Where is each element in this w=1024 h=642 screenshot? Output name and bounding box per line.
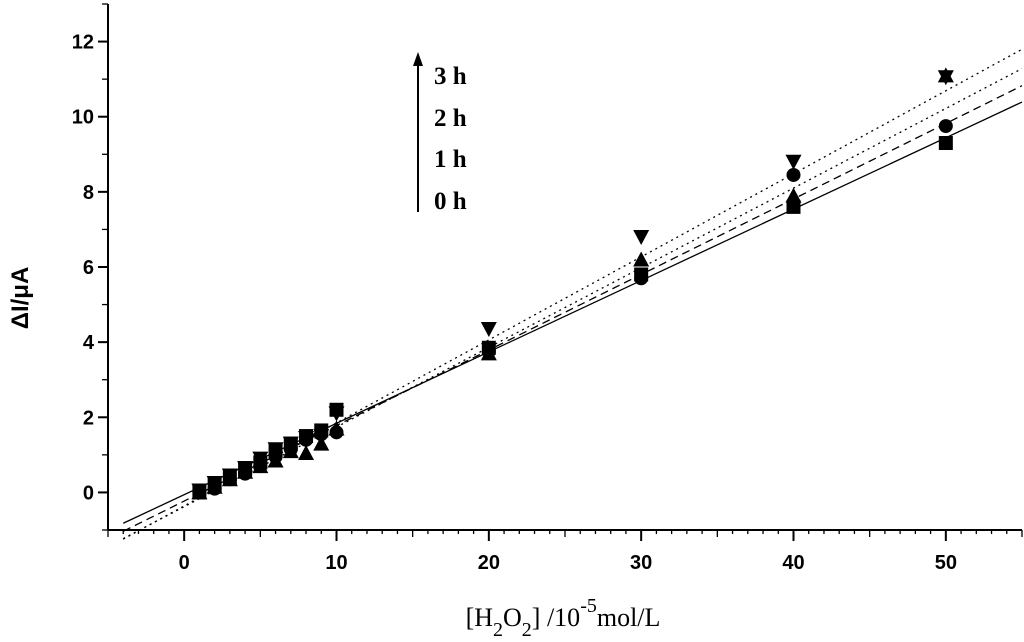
x-tick-label: 40 xyxy=(782,552,804,574)
marker-triangle-up xyxy=(328,420,345,436)
tick-labels: 0 10 20 30 40 50 0 2 4 6 8 10 12 xyxy=(72,32,957,574)
fit-line-1 xyxy=(122,85,1023,532)
marker-triangle-down xyxy=(633,229,650,245)
y-tick-label: 10 xyxy=(72,107,94,129)
marker-triangle-down xyxy=(785,154,802,170)
marker-triangle-up xyxy=(267,452,284,468)
marker-triangle-up xyxy=(785,187,802,203)
marker-circle xyxy=(786,167,801,182)
series-3 xyxy=(191,70,954,499)
y-tick-label: 8 xyxy=(83,182,94,204)
x-axis-title: [H2O2] /10-5mol/L xyxy=(466,595,661,641)
marker-triangle-down xyxy=(282,436,299,452)
marker-triangle-down xyxy=(298,430,315,446)
y-tick-label: 2 xyxy=(83,407,94,429)
marker-triangle-down xyxy=(206,476,223,492)
fit-line-3 xyxy=(122,48,1023,540)
x-tick-label: 50 xyxy=(935,552,957,574)
y-axis-title: ΔI/μA xyxy=(7,267,34,330)
marker-triangle-up xyxy=(480,345,497,361)
marker-triangle-down xyxy=(267,442,284,458)
legend-arrow-head xyxy=(413,52,423,66)
marker-circle xyxy=(634,271,649,286)
y-tick-label: 12 xyxy=(72,32,94,54)
marker-square xyxy=(786,199,801,214)
legend-entry-1h: 1 h xyxy=(434,146,467,173)
marker-circle xyxy=(938,119,953,134)
marker-triangle-down xyxy=(328,406,345,422)
axes xyxy=(98,3,1023,541)
x-tick-label: 20 xyxy=(478,552,500,574)
legend-entry-0h: 0 h xyxy=(434,188,467,215)
legend-entry-3h: 3 h xyxy=(434,63,467,90)
marker-triangle-down xyxy=(937,70,954,86)
y-tick-label: 6 xyxy=(83,257,94,279)
x-tick-label: 0 xyxy=(179,552,190,574)
marker-triangle-up xyxy=(633,251,650,267)
marker-triangle-down xyxy=(252,451,269,467)
y-tick-label: 0 xyxy=(83,482,94,504)
marker-triangle-up xyxy=(298,444,315,460)
marker-triangle-down xyxy=(480,321,497,337)
marker-square xyxy=(938,136,953,151)
marker-triangle-down xyxy=(237,461,254,477)
marker-triangle-down xyxy=(221,468,238,484)
y-tick-label: 4 xyxy=(83,332,95,354)
x-tick-label: 30 xyxy=(630,552,652,574)
data-points xyxy=(191,67,954,500)
legend-entry-2h: 2 h xyxy=(434,105,467,132)
x-tick-label: 10 xyxy=(325,552,347,574)
marker-triangle-down xyxy=(191,483,208,499)
marker-triangle-down xyxy=(313,429,330,445)
legend: 3 h 2 h 1 h 0 h xyxy=(413,52,467,215)
